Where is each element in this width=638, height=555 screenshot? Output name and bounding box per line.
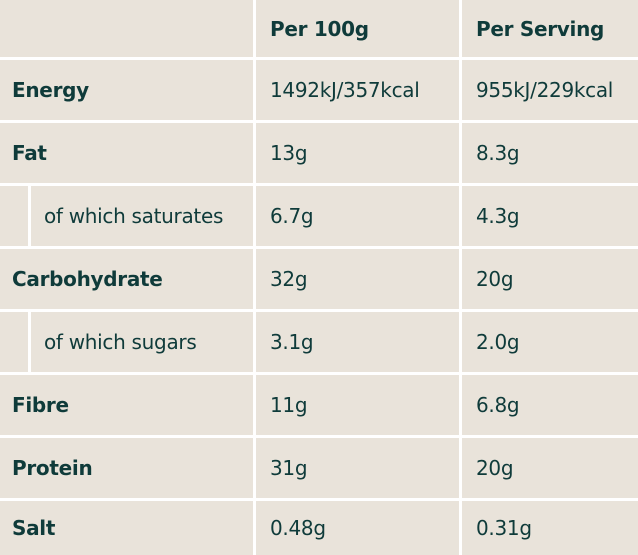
column-header: Per Serving	[462, 0, 638, 57]
per-serving-value: 0.31g	[462, 501, 638, 555]
per-100g-value: 3.1g	[256, 312, 459, 372]
per-serving-value: 4.3g	[462, 186, 638, 246]
per-serving-value: 955kJ/229kcal	[462, 60, 638, 120]
row-label: Carbohydrate	[0, 249, 253, 309]
row-label: Fat	[0, 123, 253, 183]
row-label: Salt	[0, 501, 253, 555]
per-serving-value: 6.8g	[462, 375, 638, 435]
row-label: Protein	[0, 438, 253, 498]
row-label: of which sugars	[31, 312, 253, 372]
row-label: Fibre	[0, 375, 253, 435]
column-header: Per 100g	[256, 0, 459, 57]
header-blank	[0, 0, 253, 57]
per-serving-value: 8.3g	[462, 123, 638, 183]
per-100g-value: 6.7g	[256, 186, 459, 246]
row-label: of which saturates	[31, 186, 253, 246]
per-serving-value: 20g	[462, 249, 638, 309]
per-serving-value: 2.0g	[462, 312, 638, 372]
per-100g-value: 1492kJ/357kcal	[256, 60, 459, 120]
per-100g-value: 31g	[256, 438, 459, 498]
indent-cell	[0, 312, 28, 372]
per-100g-value: 0.48g	[256, 501, 459, 555]
indent-cell	[0, 186, 28, 246]
per-serving-value: 20g	[462, 438, 638, 498]
row-label: Energy	[0, 60, 253, 120]
per-100g-value: 32g	[256, 249, 459, 309]
per-100g-value: 13g	[256, 123, 459, 183]
per-100g-value: 11g	[256, 375, 459, 435]
